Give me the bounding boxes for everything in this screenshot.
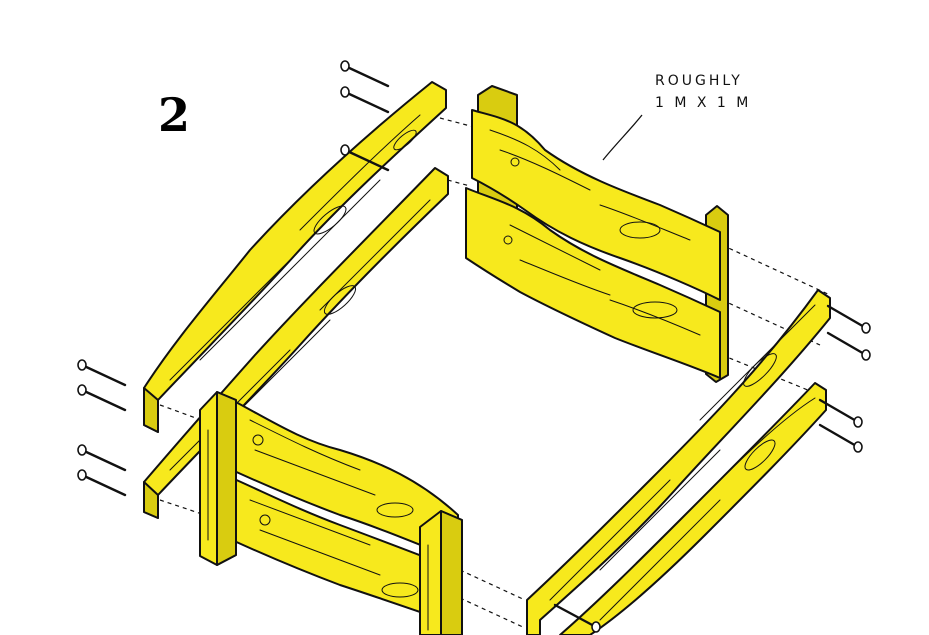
screw-icon bbox=[591, 621, 601, 633]
right-side-board-lower bbox=[559, 382, 827, 635]
annotation-leader bbox=[602, 114, 643, 161]
screw-icon bbox=[853, 441, 863, 453]
screw-icon bbox=[853, 416, 863, 428]
screw-icon bbox=[340, 86, 350, 98]
right-side-board-upper bbox=[526, 289, 831, 635]
screw-icon bbox=[77, 444, 87, 456]
step-number: 2 bbox=[158, 88, 191, 142]
screw-icon bbox=[77, 384, 87, 396]
screw-icon bbox=[340, 144, 350, 156]
left-side-board-upper bbox=[143, 81, 447, 433]
screw-icon bbox=[340, 60, 350, 72]
screw-icon bbox=[77, 469, 87, 481]
screw-icon bbox=[861, 349, 871, 361]
front-end-panel bbox=[199, 391, 463, 635]
screws-right bbox=[553, 304, 871, 633]
screws-left-bottom bbox=[77, 359, 127, 497]
dimension-annotation: ROUGHLY 1 M X 1 M bbox=[655, 70, 751, 114]
annotation-line-2: 1 M X 1 M bbox=[655, 95, 752, 111]
screws-left-top bbox=[340, 60, 390, 172]
back-end-panel bbox=[465, 85, 729, 383]
screw-icon bbox=[861, 322, 871, 334]
screw-icon bbox=[77, 359, 87, 371]
annotation-line-1: ROUGHLY bbox=[655, 73, 743, 89]
